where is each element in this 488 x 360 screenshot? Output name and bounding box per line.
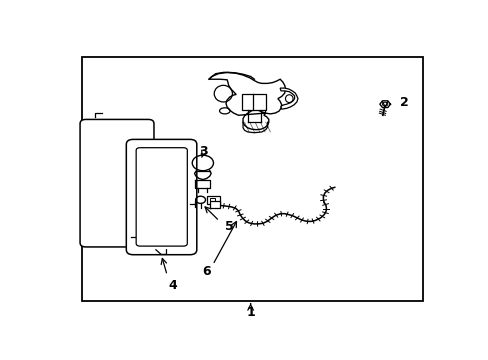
FancyBboxPatch shape xyxy=(242,94,265,110)
FancyBboxPatch shape xyxy=(136,148,187,246)
FancyBboxPatch shape xyxy=(207,196,220,204)
FancyBboxPatch shape xyxy=(126,139,196,255)
Text: 5: 5 xyxy=(225,220,234,233)
Polygon shape xyxy=(280,88,297,109)
FancyBboxPatch shape xyxy=(210,198,215,202)
Text: 1: 1 xyxy=(246,306,254,319)
FancyBboxPatch shape xyxy=(80,120,154,247)
Polygon shape xyxy=(208,72,285,130)
Text: 4: 4 xyxy=(168,279,177,292)
Text: 6: 6 xyxy=(203,265,211,278)
Text: 3: 3 xyxy=(199,145,207,158)
FancyBboxPatch shape xyxy=(210,201,220,208)
Bar xyxy=(82,57,422,301)
Text: 2: 2 xyxy=(399,96,407,109)
